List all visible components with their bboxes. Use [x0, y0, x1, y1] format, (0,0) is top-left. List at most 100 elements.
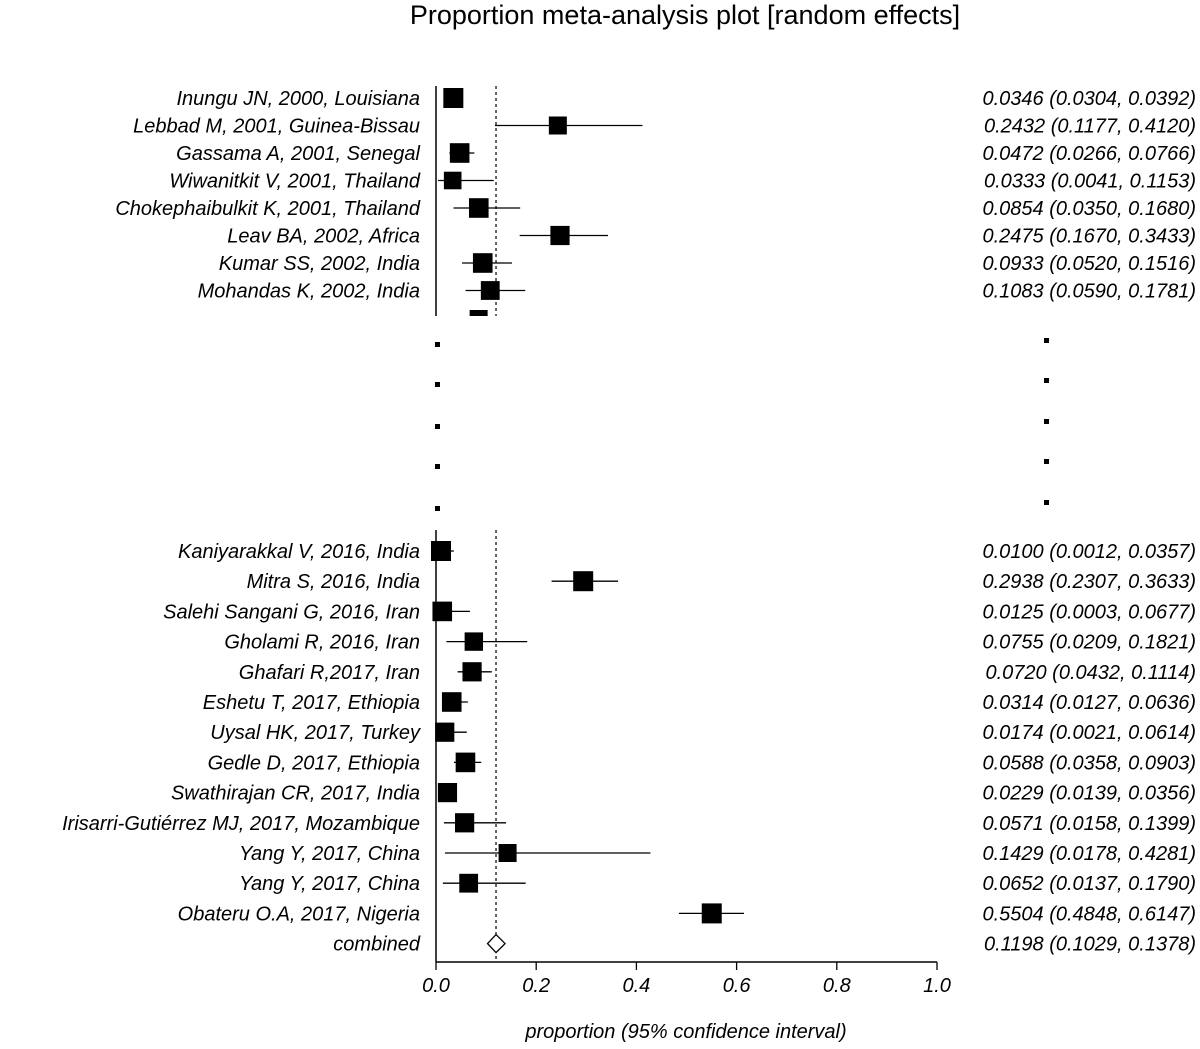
- ellipsis-dot: [1044, 378, 1049, 383]
- bottom-study-row: Eshetu T, 2017, Ethiopia 0.0314 (0.0127, …: [203, 692, 1196, 714]
- estimate-marker: [455, 752, 476, 773]
- top-study-row: Kumar SS, 2002, India 0.0933 (0.0520, 0.1…: [219, 253, 1196, 275]
- ci-text: 0.0333 (0.0041, 0.1153): [984, 171, 1196, 193]
- study-label: Irisarri-Gutiérrez MJ, 2017, Mozambique: [62, 813, 420, 835]
- ci-text: 0.0720 (0.0432, 0.1114): [985, 662, 1196, 684]
- study-label: Uysal HK, 2017, Turkey: [210, 722, 421, 744]
- top-study-row: Inungu JN, 2000, Louisiana 0.0346 (0.0304…: [176, 88, 1196, 110]
- ci-text: 0.0125 (0.0003, 0.0677): [982, 601, 1196, 623]
- ci-text: 0.0229 (0.0139, 0.0356): [982, 783, 1196, 805]
- bottom-panel: Kaniyarakkal V, 2016, India 0.0100 (0.001…: [62, 530, 1196, 962]
- estimate-marker: [464, 632, 484, 651]
- estimate-marker: [550, 225, 570, 246]
- x-tick-label: 0.8: [823, 975, 851, 997]
- estimate-marker: [468, 198, 489, 218]
- estimate-marker: [498, 844, 517, 862]
- study-label: Inungu JN, 2000, Louisiana: [176, 88, 420, 110]
- study-label: Gholami R, 2016, Iran: [224, 632, 420, 654]
- top-study-row: Gassama A, 2001, Senegal 0.0472 (0.0266, …: [176, 143, 1196, 165]
- chart-title: Proportion meta-analysis plot [random ef…: [410, 0, 960, 30]
- study-label: Yang Y, 2017, China: [239, 843, 420, 865]
- bottom-study-row: Gedle D, 2017, Ethiopia 0.0588 (0.0358, 0…: [208, 752, 1196, 774]
- estimate-marker: [432, 601, 453, 622]
- study-label: Wiwanitkit V, 2001, Thailand: [169, 171, 421, 193]
- x-tick-label: 0.0: [422, 975, 450, 997]
- ellipsis-dot: [1044, 338, 1049, 343]
- bottom-study-row: Irisarri-Gutiérrez MJ, 2017, Mozambique 0…: [62, 813, 1196, 835]
- x-tick-label: 1.0: [923, 975, 951, 997]
- top-study-row: Wiwanitkit V, 2001, Thailand 0.0333 (0.00…: [169, 171, 1196, 193]
- study-label: Obateru O.A, 2017, Nigeria: [178, 903, 420, 925]
- ci-text: 0.0100 (0.0012, 0.0357): [982, 541, 1196, 563]
- study-label: Mohandas K, 2002, India: [198, 281, 420, 303]
- study-label: Gassama A, 2001, Senegal: [176, 143, 420, 165]
- estimate-marker: [462, 662, 482, 682]
- top-study-row: Leav BA, 2002, Africa 0.2475 (0.1670, 0.3…: [227, 226, 1196, 248]
- estimate-marker: [443, 88, 464, 108]
- bottom-study-row: Mitra S, 2016, India 0.2938 (0.2307, 0.36…: [247, 571, 1196, 593]
- ellipsis-dot: [1044, 459, 1049, 464]
- top-study-row: Lebbad M, 2001, Guinea-Bissau 0.2432 (0.1…: [133, 116, 1196, 138]
- study-label: Eshetu T, 2017, Ethiopia: [203, 692, 420, 714]
- study-label: Kumar SS, 2002, India: [219, 253, 420, 275]
- study-label: Mitra S, 2016, India: [247, 571, 420, 593]
- ci-text: 0.0174 (0.0021, 0.0614): [982, 722, 1196, 744]
- ci-text: 0.0854 (0.0350, 0.1680): [982, 198, 1196, 220]
- bottom-study-row: Kaniyarakkal V, 2016, India 0.0100 (0.001…: [178, 541, 1196, 563]
- study-label: Salehi Sangani G, 2016, Iran: [163, 601, 420, 623]
- bottom-study-row: Yang Y, 2017, China 0.0652 (0.0137, 0.179…: [239, 873, 1196, 895]
- ellipsis-dot: [435, 506, 440, 511]
- ellipsis-dots: [435, 338, 1049, 511]
- x-tick-label: 0.2: [522, 975, 550, 997]
- ci-text: 0.1429 (0.0178, 0.4281): [982, 843, 1196, 865]
- ci-text: 0.0472 (0.0266, 0.0766): [982, 143, 1196, 165]
- x-axis-label: proportion (95% confidence interval): [524, 1021, 846, 1043]
- top-panel: Inungu JN, 2000, Louisiana 0.0346 (0.0304…: [115, 86, 1196, 316]
- estimate-marker: [472, 253, 493, 273]
- ci-text: 0.0346 (0.0304, 0.0392): [982, 88, 1196, 110]
- ellipsis-dot: [435, 424, 440, 429]
- x-tick-label: 0.4: [622, 975, 650, 997]
- estimate-marker: [480, 281, 500, 300]
- study-label: Kaniyarakkal V, 2016, India: [178, 541, 420, 563]
- cut-off-marker: [469, 310, 488, 316]
- ellipsis-dot: [1044, 500, 1049, 505]
- ci-text: 0.2938 (0.2307, 0.3633): [982, 571, 1196, 593]
- ci-text: 0.0588 (0.0358, 0.0903): [982, 752, 1196, 774]
- estimate-marker: [437, 783, 458, 803]
- bottom-study-row: Ghafari R,2017, Iran 0.0720 (0.0432, 0.11…: [239, 662, 1196, 684]
- estimate-marker: [548, 116, 567, 135]
- bottom-study-row: Salehi Sangani G, 2016, Iran 0.0125 (0.00…: [163, 601, 1196, 623]
- study-label: Chokephaibulkit K, 2001, Thailand: [115, 198, 421, 220]
- estimate-marker: [573, 571, 594, 592]
- estimate-marker: [455, 813, 475, 833]
- study-label: Leav BA, 2002, Africa: [227, 226, 420, 248]
- x-axis: 0.0 0.2 0.4 0.6 0.8 1.0: [422, 961, 951, 997]
- combined-diamond: [486, 933, 506, 954]
- study-label: Lebbad M, 2001, Guinea-Bissau: [133, 116, 420, 138]
- ci-text: 0.2475 (0.1670, 0.3433): [982, 226, 1196, 248]
- estimate-marker: [435, 722, 455, 742]
- x-tick-label: 0.6: [723, 975, 752, 997]
- combined-label: combined: [333, 934, 421, 956]
- ci-text: 0.2432 (0.1177, 0.4120): [984, 116, 1196, 138]
- study-label: Yang Y, 2017, China: [239, 873, 420, 895]
- ci-text: 0.0755 (0.0209, 0.1821): [982, 632, 1196, 654]
- ellipsis-dot: [435, 382, 440, 387]
- ellipsis-dot: [435, 464, 440, 469]
- ci-text: 0.0652 (0.0137, 0.1790): [982, 873, 1196, 895]
- estimate-marker: [459, 873, 479, 893]
- top-study-row: Mohandas K, 2002, India 0.1083 (0.0590, 0…: [198, 281, 1196, 303]
- study-label: Gedle D, 2017, Ethiopia: [208, 752, 420, 774]
- estimate-marker: [449, 143, 470, 163]
- ellipsis-dot: [1044, 419, 1049, 424]
- bottom-study-row: Obateru O.A, 2017, Nigeria 0.5504 (0.4848…: [178, 903, 1196, 925]
- combined-row: combined 0.1198 (0.1029, 0.1378): [333, 934, 1196, 956]
- study-label: Swathirajan CR, 2017, India: [171, 783, 420, 805]
- ci-text: 0.0314 (0.0127, 0.0636): [982, 692, 1196, 714]
- ci-text: 0.1083 (0.0590, 0.1781): [982, 281, 1196, 303]
- ci-text: 0.5504 (0.4848, 0.6147): [982, 903, 1196, 925]
- bottom-study-row: Swathirajan CR, 2017, India 0.0229 (0.013…: [171, 783, 1196, 805]
- study-label: Ghafari R,2017, Iran: [239, 662, 420, 684]
